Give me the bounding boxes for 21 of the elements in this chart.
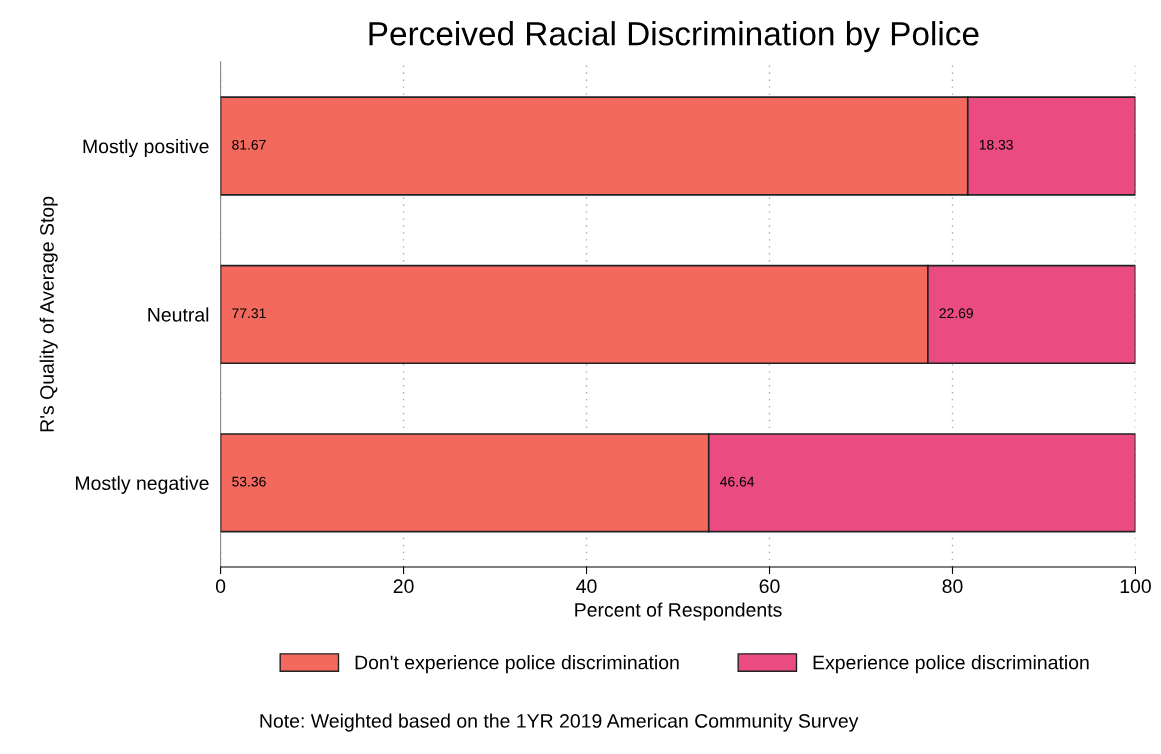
data-label: 81.67: [232, 139, 266, 150]
data-label: 77.31: [232, 308, 266, 319]
x-tick-label: 80: [942, 579, 963, 594]
text: Note: Weighted based on the 1YR 2019 American Community Survey: [260, 713, 859, 732]
y-tick-label: Mostly negative: [75, 475, 209, 494]
x-tick-label: 20: [393, 579, 414, 594]
data-label: 18.33: [979, 139, 1013, 150]
data-label: 46.64: [720, 476, 755, 487]
x-tick-label: 100: [1120, 579, 1151, 594]
x-tick-label: 60: [759, 579, 780, 594]
y-tick-label: Neutral: [148, 307, 209, 322]
x-axis-title: Percent of Respondents: [575, 602, 782, 621]
x-tick-label: 40: [576, 579, 597, 594]
data-label: 22.69: [939, 308, 973, 319]
y-axis-title: R's Quality of Average Stop: [39, 196, 58, 432]
legend-label: Experience police discrimination: [813, 655, 1089, 674]
legend-label: Don't experience police discrimination: [355, 655, 679, 674]
y-tick-label: Mostly positive: [83, 138, 209, 158]
x-tick-label: 0: [215, 579, 226, 594]
data-label: 53.36: [232, 476, 266, 487]
chart-title: Perceived Racial Discrimination by Police: [369, 21, 979, 53]
